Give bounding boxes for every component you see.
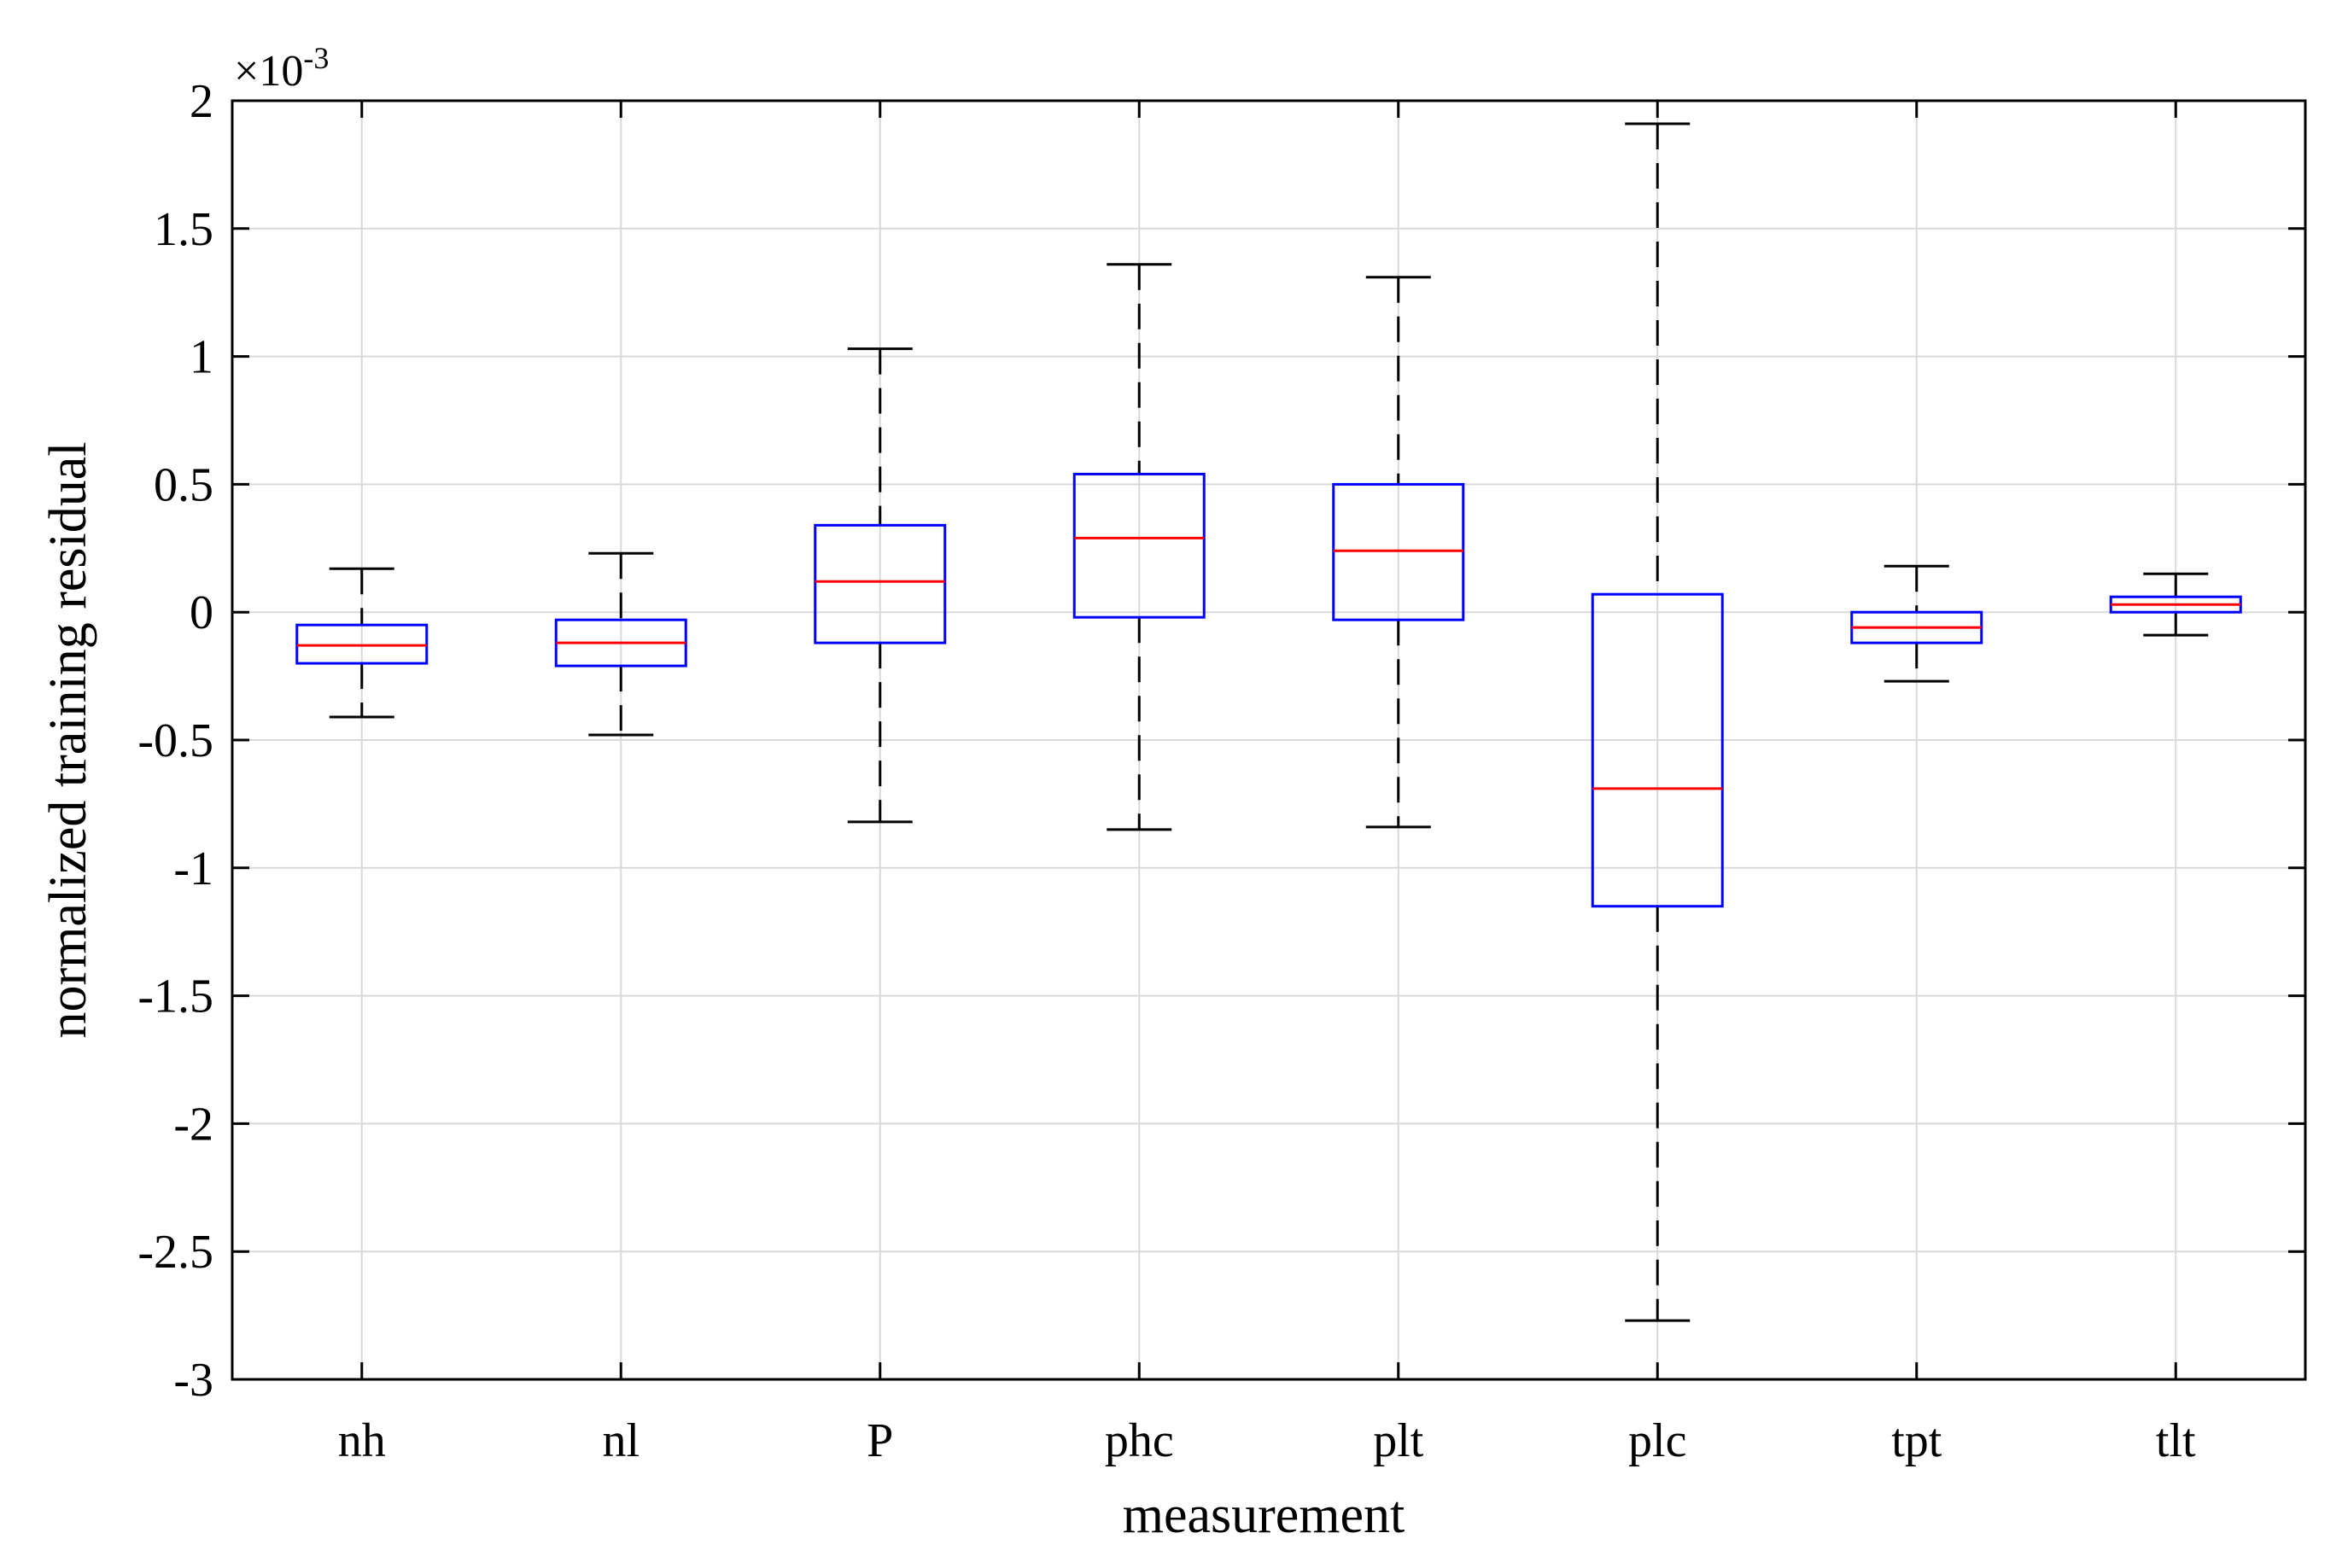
x-tick-label: nl <box>602 1414 640 1467</box>
box-plt <box>1332 276 1465 829</box>
box-tlt <box>2109 572 2242 637</box>
x-axis-label: measurement <box>1123 1486 1405 1544</box>
iqr-box <box>1591 592 1724 908</box>
box-tpt <box>1850 564 1983 683</box>
label-layer: ×10-3 measurement normalized training re… <box>39 41 1405 1544</box>
y-tick-label: 1.5 <box>154 203 213 256</box>
box-nl <box>554 551 687 737</box>
y-scale-exponent: -3 <box>303 41 329 75</box>
y-tick-label: -1 <box>173 842 213 895</box>
x-tick-label: P <box>867 1414 893 1467</box>
grid-layer <box>232 100 2305 1380</box>
box-P <box>814 347 947 824</box>
box-phc <box>1072 263 1206 831</box>
y-tick-label: 0 <box>190 586 213 639</box>
box-nh <box>295 567 429 719</box>
x-tick-label: tlt <box>2156 1414 2196 1467</box>
x-tick-label: phc <box>1105 1414 1174 1467</box>
iqr-box <box>1072 472 1206 619</box>
y-tick-label: 0.5 <box>154 458 213 511</box>
iqr-box <box>814 523 947 644</box>
x-tick-label: plt <box>1373 1414 1424 1467</box>
y-scale-exponent-label: ×10-3 <box>234 41 329 96</box>
y-tick-label: -2 <box>173 1098 213 1151</box>
x-tick-label: plc <box>1628 1414 1686 1467</box>
y-tick-label: 1 <box>190 331 213 384</box>
box-plc <box>1591 122 1724 1322</box>
y-tick-label: -3 <box>173 1354 213 1407</box>
y-tick-label: 2 <box>190 75 213 128</box>
y-tick-label: -1.5 <box>137 971 213 1023</box>
y-tick-label: -0.5 <box>137 714 213 767</box>
y-tick-label: -2.5 <box>137 1226 213 1279</box>
y-axis-label: normalized training residual <box>39 442 97 1039</box>
x-tick-label: nh <box>338 1414 386 1467</box>
y-scale-prefix: ×10 <box>234 47 303 96</box>
box-layer <box>295 122 2242 1322</box>
x-tick-label: tpt <box>1891 1414 1942 1467</box>
